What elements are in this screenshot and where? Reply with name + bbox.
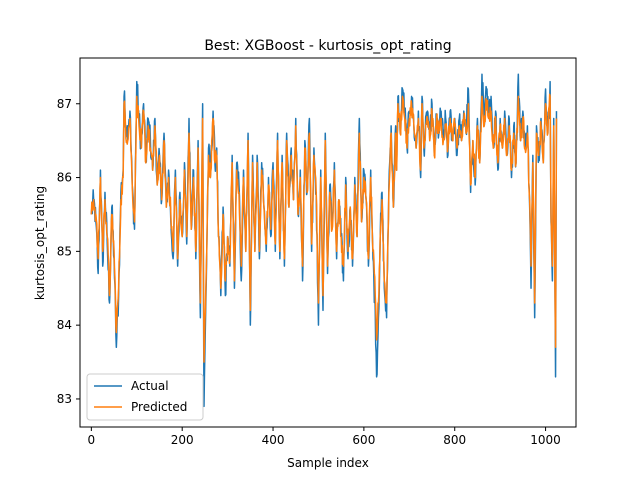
- y-axis-label: kurtosis_opt_rating: [33, 186, 47, 300]
- chart-title: Best: XGBoost - kurtosis_opt_rating: [204, 38, 451, 54]
- plot-frame: [79, 57, 577, 428]
- legend-label-actual: Actual: [131, 379, 169, 393]
- y-axis-ticks: 83 84 85 86 87: [57, 97, 80, 406]
- plot-lines: [90, 73, 558, 408]
- y-tick-label: 85: [57, 244, 72, 258]
- legend-label-predicted: Predicted: [131, 400, 187, 414]
- x-tick-label: 600: [352, 433, 375, 447]
- predicted-series-line: [90, 93, 558, 363]
- y-tick-label: 86: [57, 171, 72, 185]
- y-tick-label: 84: [57, 318, 72, 332]
- legend: Actual Predicted: [86, 373, 204, 421]
- x-tick-label: 1000: [530, 433, 561, 447]
- x-tick-label: 200: [171, 433, 194, 447]
- y-tick-label: 87: [57, 97, 72, 111]
- x-axis-label: Sample index: [287, 456, 369, 470]
- x-tick-label: 800: [443, 433, 466, 447]
- x-tick-label: 0: [88, 433, 96, 447]
- y-tick-label: 83: [57, 392, 72, 406]
- x-tick-label: 400: [262, 433, 285, 447]
- x-axis-ticks: 0 200 400 600 800 1000: [88, 427, 561, 447]
